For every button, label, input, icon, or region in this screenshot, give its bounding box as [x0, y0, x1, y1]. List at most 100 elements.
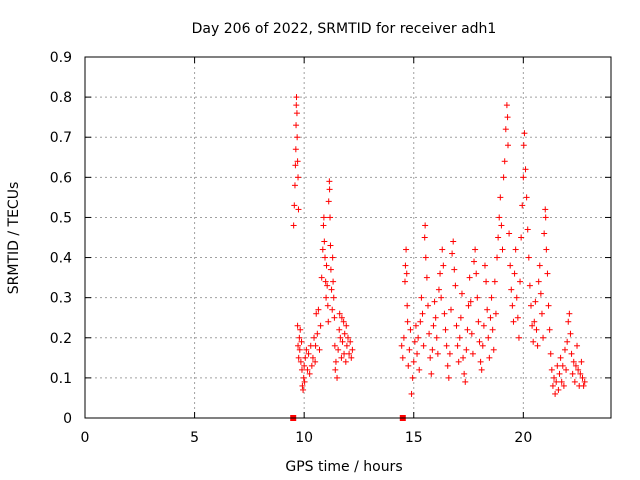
- data-point: [312, 358, 319, 365]
- data-point: [455, 358, 462, 365]
- data-point: [471, 258, 478, 265]
- data-point: [399, 354, 406, 361]
- data-point: [294, 322, 301, 329]
- data-point: [294, 134, 301, 141]
- data-point: [464, 326, 471, 333]
- data-point: [301, 362, 308, 369]
- data-point: [548, 366, 555, 373]
- data-point: [503, 102, 510, 109]
- data-point: [330, 294, 337, 301]
- data-point: [293, 122, 300, 129]
- data-point: [545, 302, 552, 309]
- data-point: [568, 350, 575, 357]
- data-point: [457, 314, 464, 321]
- data-point: [318, 274, 325, 281]
- data-point: [442, 326, 449, 333]
- data-point: [324, 302, 331, 309]
- data-point: [433, 334, 440, 341]
- data-point: [451, 266, 458, 273]
- data-point: [453, 322, 460, 329]
- data-point: [571, 378, 578, 385]
- data-point: [460, 354, 467, 361]
- data-point: [473, 270, 480, 277]
- data-points: [290, 94, 588, 421]
- data-point: [528, 302, 535, 309]
- data-point: [428, 370, 435, 377]
- data-point: [541, 230, 548, 237]
- data-point: [321, 254, 328, 261]
- data-point: [315, 306, 322, 313]
- data-point: [542, 214, 549, 221]
- y-tick-label: 0.6: [50, 170, 72, 186]
- y-tick-label: 0.8: [50, 90, 72, 106]
- grid-lines: [85, 57, 611, 418]
- x-tick-label: 0: [81, 430, 90, 446]
- data-point: [469, 350, 476, 357]
- data-point: [342, 358, 349, 365]
- data-point: [305, 350, 312, 357]
- data-point: [561, 346, 568, 353]
- data-point: [490, 346, 497, 353]
- data-point: [434, 350, 441, 357]
- data-point: [519, 202, 526, 209]
- data-point: [309, 354, 316, 361]
- data-point: [403, 270, 410, 277]
- x-tick-label: 5: [190, 430, 199, 446]
- data-point: [338, 354, 345, 361]
- data-point: [406, 346, 413, 353]
- data-point: [479, 342, 486, 349]
- data-point: [513, 294, 520, 301]
- data-point: [544, 270, 551, 277]
- data-point: [420, 342, 427, 349]
- data-point: [416, 366, 423, 373]
- data-point: [295, 206, 302, 213]
- data-point: [291, 202, 298, 209]
- data-point: [414, 350, 421, 357]
- data-point: [299, 382, 306, 389]
- data-point: [488, 294, 495, 301]
- data-point: [542, 206, 549, 213]
- data-point: [298, 338, 305, 345]
- y-tick-label: 0.9: [50, 50, 72, 66]
- data-point: [517, 278, 524, 285]
- data-point: [296, 346, 303, 353]
- data-point: [468, 330, 475, 337]
- data-point: [556, 370, 563, 377]
- data-point: [304, 366, 311, 373]
- y-tick-label: 0.3: [50, 291, 72, 307]
- data-point: [525, 254, 532, 261]
- data-point: [449, 250, 456, 257]
- data-point: [340, 318, 347, 325]
- data-point: [324, 282, 331, 289]
- data-point: [560, 382, 567, 389]
- data-point: [534, 342, 541, 349]
- data-point: [566, 310, 573, 317]
- data-point: [565, 318, 572, 325]
- data-point: [484, 306, 491, 313]
- data-point: [338, 314, 345, 321]
- data-point: [312, 342, 319, 349]
- data-point: [572, 362, 579, 369]
- data-point: [546, 326, 553, 333]
- data-point: [419, 310, 426, 317]
- data-point: [506, 230, 513, 237]
- data-point: [478, 366, 485, 373]
- data-point: [410, 358, 417, 365]
- data-point: [529, 322, 536, 329]
- data-point: [538, 310, 545, 317]
- data-point: [435, 286, 442, 293]
- data-point: [475, 318, 482, 325]
- data-point: [521, 130, 528, 137]
- y-tick-label: 0.2: [50, 331, 72, 347]
- data-point: [343, 322, 350, 329]
- data-point: [349, 346, 356, 353]
- data-point: [429, 346, 436, 353]
- data-point: [515, 334, 522, 341]
- data-point: [462, 378, 469, 385]
- data-point: [446, 350, 453, 357]
- data-point: [512, 246, 519, 253]
- data-point: [564, 338, 571, 345]
- data-point: [341, 330, 348, 337]
- data-point: [540, 334, 547, 341]
